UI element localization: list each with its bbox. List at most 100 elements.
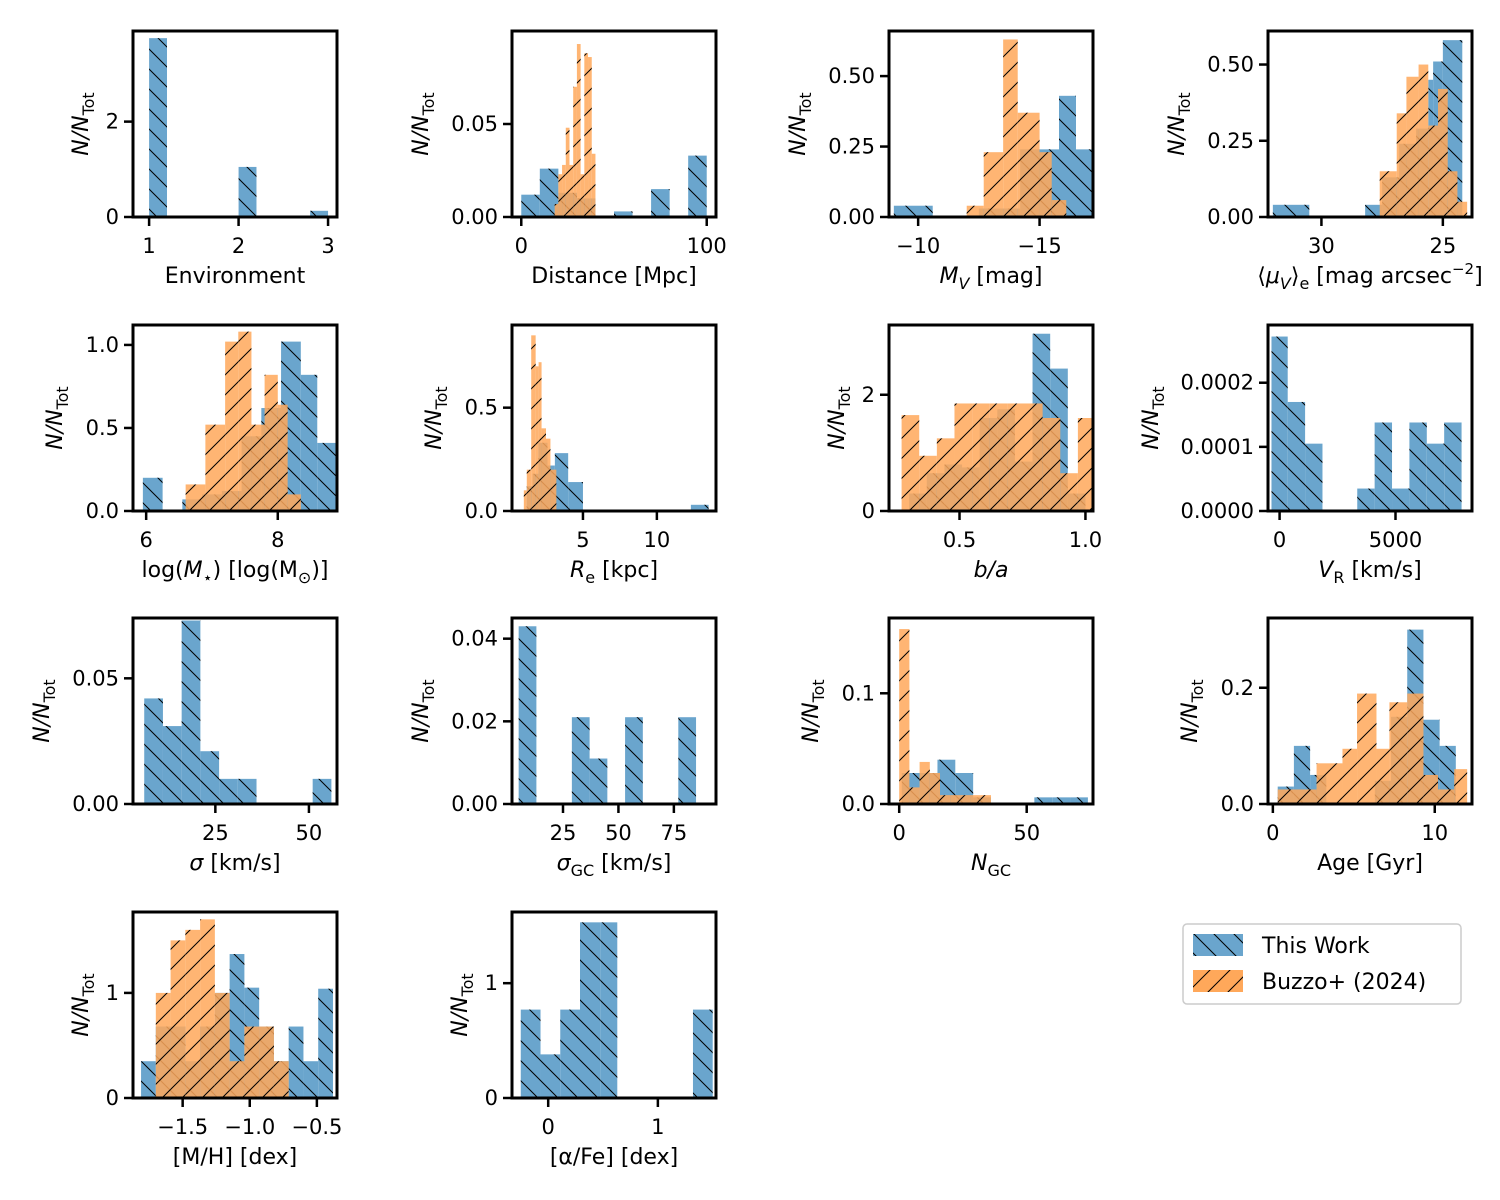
y-tick-label: 0.0 <box>465 499 498 523</box>
bar-hatch-this-work-6 <box>690 504 709 511</box>
bar-hatch-buzzo-8 <box>1438 789 1455 804</box>
plot-area <box>521 44 707 217</box>
bar-hatch-buzzo-3 <box>238 331 252 511</box>
y-tick-label: 0 <box>106 1086 119 1110</box>
bar-hatch-buzzo-4 <box>972 403 990 511</box>
axes-frame <box>131 910 339 1100</box>
axes-frame <box>1266 29 1474 219</box>
panel-sigmagc: 25 50 75 0.00 0.02 0.04 σGC [km/s] N/NTot <box>409 616 718 880</box>
y-axis-label: N/NTot <box>30 679 59 742</box>
y-tick-label: 0.05 <box>451 112 498 136</box>
x-tick-label: 1.0 <box>1069 528 1102 552</box>
bar-hatch-this-work-6 <box>312 778 332 804</box>
bar-hatch-buzzo-4 <box>251 424 265 511</box>
bar-hatch-this-work-5 <box>651 189 670 217</box>
y-tick-label: 0.2 <box>1221 676 1254 700</box>
bar-hatch-buzzo-5 <box>1438 88 1448 217</box>
y-axis-label: N/NTot <box>69 973 98 1036</box>
bar-hatch-buzzo-3 <box>1017 112 1040 217</box>
panel-mu: 30 25 0.00 0.25 0.50 ⟨μV⟩e [mag arcsec−2] N/NT… <box>1165 29 1483 293</box>
bar-hatch-this-work-3 <box>200 751 220 804</box>
bar-hatch-buzzo-5 <box>950 795 961 804</box>
x-tick-label: 0 <box>893 821 906 845</box>
y-axis-label: N/NTot <box>448 973 477 1036</box>
bar-hatch-this-work-8 <box>317 442 337 511</box>
bar-hatch-buzzo-4 <box>1376 748 1390 804</box>
axes-frame <box>510 323 718 513</box>
x-axis-label: [M/H] [dex] <box>173 1145 297 1170</box>
x-tick-label: 25 <box>550 821 577 845</box>
bar-hatch-buzzo-7 <box>1423 774 1438 804</box>
bar-hatch-buzzo-6 <box>277 404 288 511</box>
bar-hatch-buzzo-0 <box>155 992 171 1098</box>
plot-area <box>141 919 333 1098</box>
bar-hatch-this-work-4 <box>678 717 697 804</box>
axes-frame <box>887 616 1095 806</box>
x-tick-label: 3 <box>321 234 334 258</box>
bar-hatch-buzzo-9 <box>1454 769 1468 804</box>
bar-hatch-buzzo-6 <box>546 438 551 511</box>
panel-mass: 6 8 0.0 0.5 1.0 log(M⋆) [log(M⊙)] N/NTot <box>43 323 339 587</box>
legend: This Work Buzzo+ (2024) <box>1182 923 1462 1005</box>
x-tick-label: 50 <box>296 821 323 845</box>
bar-hatch-buzzo-6 <box>576 44 581 217</box>
bar-hatch-buzzo-7 <box>1025 403 1043 511</box>
bar-hatch-buzzo-7 <box>970 795 981 804</box>
bar-hatch-this-work-0 <box>518 626 537 804</box>
panel-afe: 0 1 0 1 [α/Fe] [dex] N/NTot <box>448 910 718 1170</box>
bar-hatch-this-work-7 <box>1070 797 1088 804</box>
bar-hatch-this-work-0 <box>1271 336 1288 511</box>
y-axis-label: N/NTot <box>1139 386 1168 449</box>
plot-area <box>144 620 332 804</box>
y-axis-label: N/NTot <box>43 386 72 449</box>
panel-age: 0 10 0.0 0.2 Age [Gyr] N/NTot <box>1178 616 1474 876</box>
bar-hatch-buzzo-5 <box>573 86 577 217</box>
bar-hatch-buzzo-6 <box>1447 171 1458 217</box>
y-tick-label: 1 <box>106 981 119 1005</box>
bar-hatch-this-work-0 <box>141 1061 156 1098</box>
bar-hatch-buzzo-3 <box>565 127 570 217</box>
y-tick-label: 0.0000 <box>1181 499 1254 523</box>
plot-area <box>142 331 337 511</box>
bar-hatch-buzzo-7 <box>580 174 585 217</box>
plot-area <box>899 629 1088 804</box>
bar-hatch-buzzo-4 <box>214 992 230 1098</box>
plot-area <box>149 38 329 217</box>
x-axis-label: MV [mag] <box>940 264 1043 293</box>
x-tick-label: −0.5 <box>291 1115 342 1139</box>
panel-sigma: 25 50 0.00 0.05 σ [km/s] N/NTot <box>30 616 339 876</box>
y-axis-label: N/NTot <box>825 386 854 449</box>
bar-hatch-this-work-0 <box>149 38 167 217</box>
bar-hatch-this-work-1 <box>162 726 182 804</box>
bar-hatch-this-work-0 <box>142 477 163 511</box>
y-tick-label: 0.1 <box>842 681 875 705</box>
x-axis-label: σ [km/s] <box>189 851 280 876</box>
bar-hatch-this-work-1 <box>571 717 590 804</box>
bar-hatch-buzzo-0 <box>901 415 920 511</box>
legend-swatch-this-work-hatch <box>1193 934 1243 956</box>
panel-environment: 1 2 3 0 2 Environment N/NTot <box>69 29 339 289</box>
plot-area <box>1271 336 1462 511</box>
x-axis-label: Environment <box>165 264 306 289</box>
y-tick-label: 0.0 <box>86 499 119 523</box>
bar-hatch-this-work-1 <box>1287 401 1306 511</box>
bar-hatch-buzzo-4 <box>940 795 951 804</box>
bar-hatch-this-work-5 <box>1034 797 1053 804</box>
bar-hatch-this-work-6 <box>1052 797 1071 804</box>
legend-label-buzzo: Buzzo+ (2024) <box>1262 970 1426 995</box>
bar-hatch-buzzo-5 <box>989 403 1008 511</box>
panel-ba: 0.5 1.0 0 2 b/a N/NTot <box>825 323 1102 583</box>
x-axis-label: ⟨μV⟩e [mag arcsec−2] <box>1257 260 1482 293</box>
bar-hatch-this-work-0 <box>893 205 933 217</box>
bar-hatch-this-work-2 <box>1305 443 1323 511</box>
bar-hatch-buzzo-4 <box>1428 125 1438 217</box>
y-axis-label: N/NTot <box>69 92 98 155</box>
bar-hatch-buzzo-0 <box>523 490 527 511</box>
bar-hatch-buzzo-1 <box>983 152 1004 217</box>
y-axis-label: N/NTot <box>409 92 438 155</box>
bar-hatch-buzzo-1 <box>205 424 226 511</box>
x-tick-label: −1.0 <box>224 1115 275 1139</box>
x-tick-label: 10 <box>644 528 671 552</box>
x-axis-label: log(M⋆) [log(M⊙)] <box>142 558 329 587</box>
y-tick-label: 0.25 <box>1207 129 1254 153</box>
